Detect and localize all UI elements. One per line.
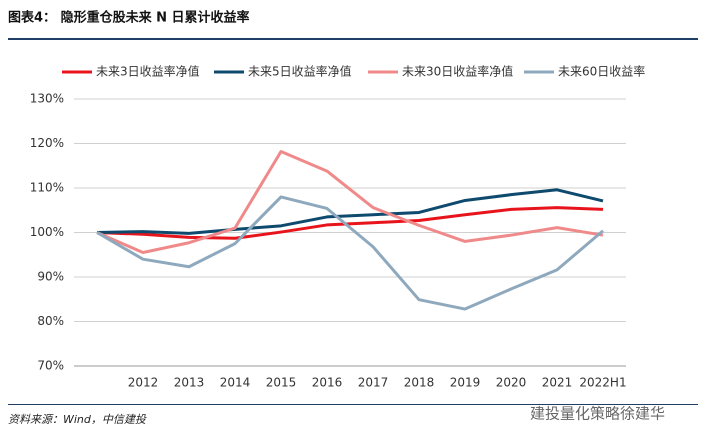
source: 资料来源：Wind，中信建投 [8,413,147,426]
y-tick-label: 100% [30,225,64,239]
series-line [96,188,604,235]
x-tick-label: 2019 [450,376,481,390]
series-line [96,206,604,240]
y-tick-label: 80% [37,314,64,328]
x-tick-label: 2018 [404,376,435,390]
x-tick-label: 2017 [358,376,389,390]
x-tick-label: 2014 [220,376,251,390]
legend-label: 未来30日收益率净值 [402,64,513,79]
x-tick-label: 2015 [266,376,297,390]
watermark: 建投量化策略徐建华 [530,405,665,423]
x-tick-label: 2012 [128,376,159,390]
header-rule [8,38,698,40]
series-line [96,150,604,255]
y-tick-label: 70% [37,359,64,373]
x-tick-label: 2016 [312,376,343,390]
series-line [96,195,604,311]
y-tick-label: 120% [30,136,64,150]
y-tick-label: 110% [30,181,64,195]
chart-title: 图表4： 隐形重仓股未来 N 日累计收益率 [8,10,250,26]
y-tick-label: 130% [30,92,64,106]
legend-label: 未来3日收益率净值 [96,64,200,79]
y-tick-label: 90% [37,270,64,284]
legend-label: 未来5日收益率净值 [248,64,352,79]
footer-rule [8,404,698,405]
x-tick-label: 2020 [496,376,527,390]
legend-label: 未来60日收益率 [558,64,645,79]
x-tick-label: 2021 [542,376,573,390]
x-tick-label: 2013 [174,376,205,390]
x-tick-label: 2022H1 [579,376,626,390]
